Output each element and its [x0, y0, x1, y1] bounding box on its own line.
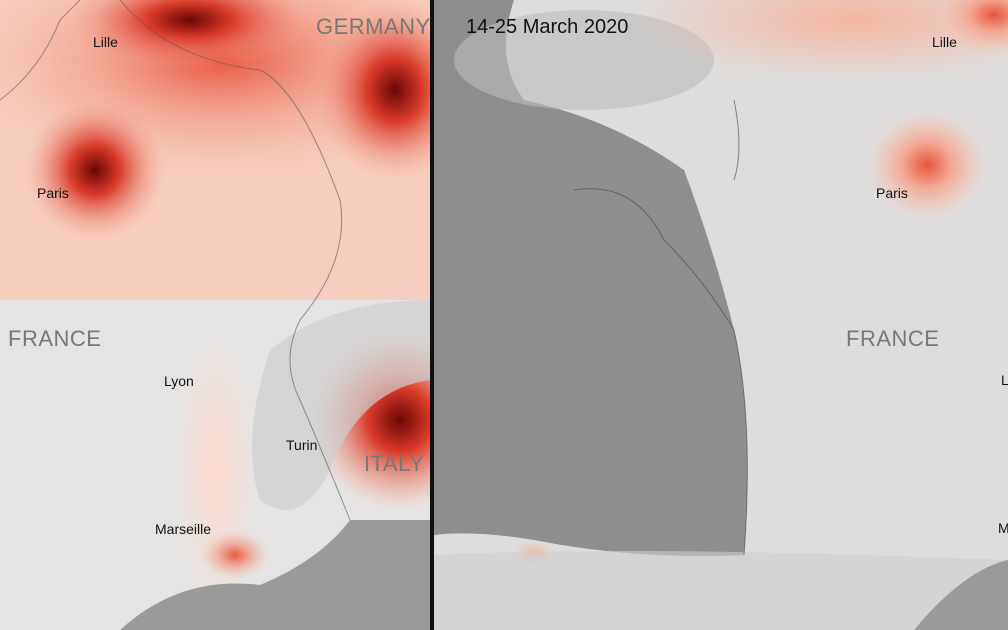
city-label-lille: Lille	[932, 34, 957, 50]
borders	[0, 0, 351, 521]
sea	[120, 520, 430, 630]
country-label-france: FRANCE	[846, 326, 940, 351]
no2-region	[634, 0, 1008, 80]
no2-hotspot-germany	[315, 0, 430, 180]
country-label-italy: ITALY	[364, 451, 425, 476]
no2-hotspot-paris	[867, 110, 987, 220]
coastline	[573, 99, 748, 556]
city-label-marseille: Marseille	[155, 521, 212, 537]
no2-hotspot-belgium	[934, 0, 1008, 55]
map-panel-before: Lille GERMANY Paris FRANCE Lyon Turin IT…	[0, 0, 430, 630]
no2-hotspot-belgium	[70, 0, 310, 70]
country-label-france: FRANCE	[8, 326, 102, 351]
sea	[914, 560, 1008, 630]
no2-hotspot-marseille	[200, 530, 270, 580]
no2-hotspot-paris	[25, 100, 165, 240]
country-label-germany: GERMANY	[316, 14, 430, 39]
ocean	[434, 0, 748, 556]
city-label-lyon: Lyon	[164, 373, 194, 389]
city-label-lille: Lille	[93, 34, 118, 50]
city-label-turin: Turin	[286, 437, 318, 453]
city-label-paris: Paris	[37, 185, 69, 201]
pyrenees	[434, 551, 1008, 630]
city-label-marseille-partial: M	[998, 520, 1008, 536]
city-label-lyon-partial: L	[1001, 372, 1008, 388]
panel-divider	[430, 0, 434, 630]
no2-overlay-left	[0, 0, 430, 630]
map-panel-after: 14-25 March 2020 Lille Paris FRANCE L M	[434, 0, 1008, 630]
no2-overlay-right	[434, 0, 1008, 630]
alps	[252, 300, 430, 510]
city-label-paris: Paris	[876, 185, 908, 201]
date-title: 14-25 March 2020	[466, 16, 629, 38]
